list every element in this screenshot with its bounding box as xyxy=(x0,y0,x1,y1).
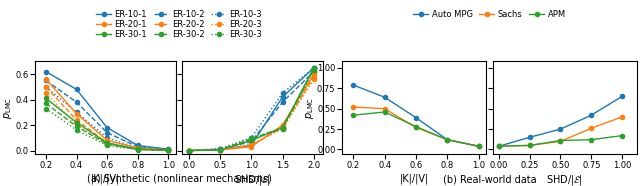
X-axis label: SHD/$|\mathcal{E}|$: SHD/$|\mathcal{E}|$ xyxy=(234,173,271,186)
Legend: ER-10-1, ER-20-1, ER-30-1, ER-10-2, ER-20-2, ER-30-2, ER-10-3, ER-20-3, ER-30-3: ER-10-1, ER-20-1, ER-30-1, ER-10-2, ER-2… xyxy=(96,10,262,39)
X-axis label: SHD/$|\mathcal{E}|$: SHD/$|\mathcal{E}|$ xyxy=(547,173,583,186)
Legend: Auto MPG, Sachs, APM: Auto MPG, Sachs, APM xyxy=(413,10,566,19)
Y-axis label: $p_\mathrm{LMC}$: $p_\mathrm{LMC}$ xyxy=(2,97,13,119)
X-axis label: |K|/|V|: |K|/|V| xyxy=(400,173,429,184)
Y-axis label: $p_\mathrm{LMC}$: $p_\mathrm{LMC}$ xyxy=(303,97,316,119)
Text: (a) Synthetic (nonlinear mechanisms): (a) Synthetic (nonlinear mechanisms) xyxy=(87,174,271,184)
X-axis label: |K|/|V|: |K|/|V| xyxy=(91,173,120,184)
Text: (b) Real-world data: (b) Real-world data xyxy=(443,174,536,184)
